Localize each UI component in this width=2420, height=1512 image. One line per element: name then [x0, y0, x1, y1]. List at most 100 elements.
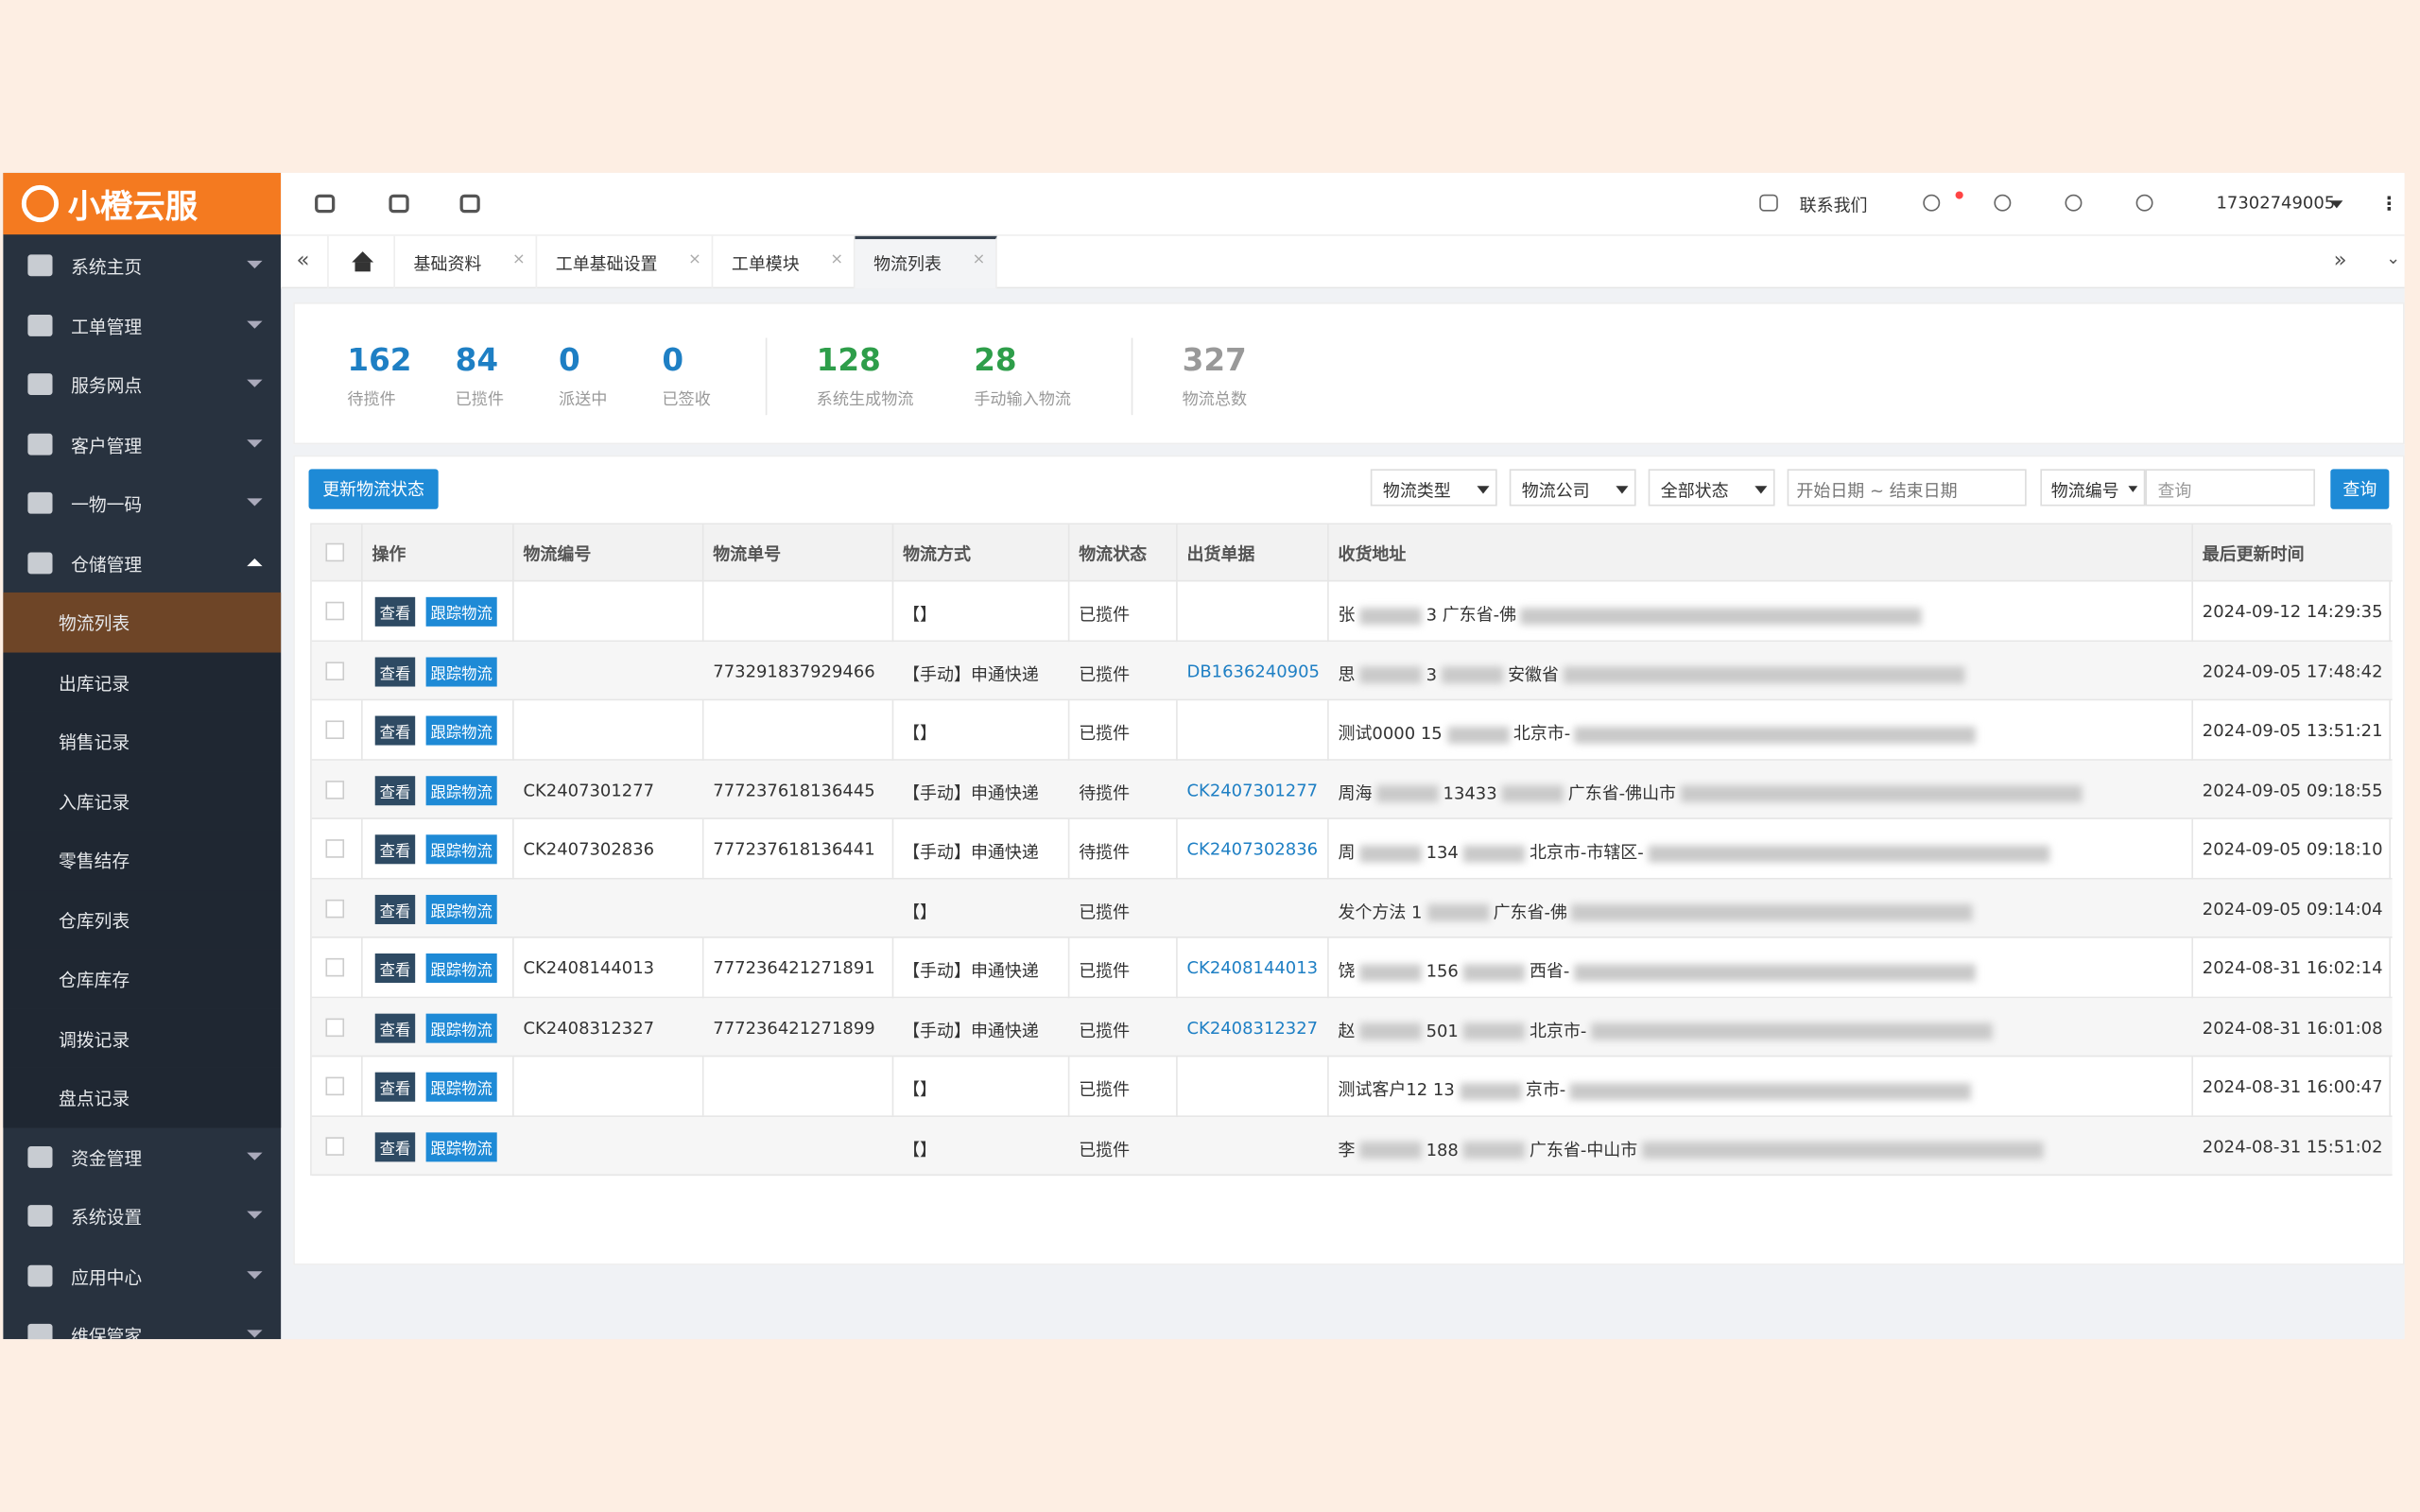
shipment-doc[interactable]: CK2407302836 [1186, 839, 1319, 860]
checkbox[interactable] [325, 780, 345, 799]
top-icon[interactable] [1994, 194, 2012, 212]
contact[interactable]: 联系我们 [1799, 196, 1868, 216]
address-part: 北京市- [1529, 1021, 1587, 1041]
search-input[interactable]: 查询 [2145, 469, 2315, 507]
update-button[interactable]: 更新物流状态 [308, 469, 439, 509]
filter-label: 物流类型 [1382, 481, 1451, 502]
logistics-method: 【】 [903, 1079, 938, 1101]
shipment-doc[interactable]: CK2408312327 [1186, 1017, 1319, 1038]
tab-prev[interactable]: « [296, 248, 310, 273]
view-button[interactable]: 查看 [374, 596, 416, 627]
menu-item[interactable]: 一物一码 [3, 473, 281, 533]
checkbox[interactable] [325, 957, 345, 977]
column-header: 物流单号 [713, 544, 782, 565]
search-button[interactable]: 查询 [2330, 469, 2390, 509]
menu-icon [27, 432, 53, 455]
checkbox[interactable] [325, 542, 345, 562]
top-icon[interactable] [459, 194, 480, 214]
checkbox[interactable] [325, 899, 345, 918]
track-button[interactable]: 跟踪物流 [425, 596, 497, 627]
field-select[interactable]: 物流编号 [2040, 469, 2146, 507]
track-button[interactable]: 跟踪物流 [425, 953, 497, 983]
logo: 小橙云服 [3, 172, 282, 235]
submenu-label: 仓库列表 [59, 909, 130, 932]
tab[interactable]: 物流列表 × [855, 235, 997, 289]
top-icon[interactable] [315, 194, 336, 214]
submenu-item[interactable]: 出库记录 [3, 651, 282, 712]
menu-item[interactable]: 仓储管理 [3, 533, 281, 593]
view-button[interactable]: 查看 [374, 953, 416, 983]
home-tab[interactable] [327, 235, 395, 289]
user[interactable]: 17302749005 [2216, 193, 2336, 214]
submenu-item[interactable]: 零售结存 [3, 830, 282, 890]
submenu-item[interactable]: 销售记录 [3, 711, 282, 771]
date-range[interactable]: 开始日期 ~ 结束日期 [1787, 469, 2027, 507]
track-button[interactable]: 跟踪物流 [425, 1012, 497, 1042]
menu-item[interactable]: 维保管家 [3, 1305, 281, 1340]
tab[interactable]: 基础资料 × [395, 235, 538, 289]
view-button[interactable]: 查看 [374, 1012, 416, 1042]
checkbox[interactable] [325, 1017, 345, 1037]
submenu-item[interactable]: 仓库库存 [3, 949, 282, 1008]
top-icon[interactable] [2135, 194, 2153, 212]
tab[interactable]: 工单模块 × [713, 235, 856, 289]
view-button[interactable]: 查看 [374, 715, 416, 746]
shipment-doc[interactable]: CK2407301277 [1186, 780, 1319, 800]
checkbox[interactable] [325, 839, 345, 858]
checkbox[interactable] [325, 1136, 345, 1156]
track-button[interactable]: 跟踪物流 [425, 834, 497, 865]
date-text: 开始日期 ~ 结束日期 [1796, 481, 1958, 502]
home-icon [352, 251, 374, 263]
submenu-item[interactable]: 调拨记录 [3, 1007, 282, 1068]
view-button[interactable]: 查看 [374, 894, 416, 924]
submenu-item[interactable]: 仓库列表 [3, 889, 282, 950]
top-icon[interactable] [389, 194, 409, 214]
tab-menu[interactable]: ⌄ [2386, 248, 2401, 269]
view-button[interactable]: 查看 [374, 1072, 416, 1102]
address: 周 134 北京市-市辖区- [1339, 839, 2054, 864]
address: 饶 156 西省- [1339, 958, 1980, 983]
top-icon[interactable] [2065, 194, 2083, 212]
track-button[interactable]: 跟踪物流 [425, 1072, 497, 1102]
checkbox[interactable] [325, 720, 345, 740]
blurred [1571, 903, 1974, 921]
track-button[interactable]: 跟踪物流 [425, 775, 497, 805]
track-button[interactable]: 跟踪物流 [425, 894, 497, 924]
menu-item[interactable]: 客户管理 [3, 414, 281, 473]
tab[interactable]: 工单基础设置 × [537, 235, 714, 289]
checkbox[interactable] [325, 601, 345, 621]
shipment-doc[interactable]: DB1636240905 [1186, 661, 1320, 681]
menu-item[interactable]: 服务网点 [3, 355, 281, 415]
address: 李 188 广东省-中山市 [1339, 1136, 2048, 1160]
filter-select[interactable]: 物流公司 [1509, 469, 1636, 507]
logistics-method: 【】 [903, 723, 938, 744]
menu-item[interactable]: 工单管理 [3, 296, 281, 355]
track-button[interactable]: 跟踪物流 [425, 715, 497, 746]
shipment-doc[interactable]: CK2408144013 [1186, 957, 1319, 979]
menu-label: 维保管家 [71, 1325, 143, 1340]
submenu-item[interactable]: 盘点记录 [3, 1067, 282, 1127]
filter-select[interactable]: 全部状态 [1648, 469, 1775, 507]
submenu-item[interactable]: 入库记录 [3, 770, 282, 831]
checkbox[interactable] [325, 1076, 345, 1096]
menu-item[interactable]: 系统主页 [3, 236, 281, 296]
menu-item[interactable]: 系统设置 [3, 1187, 281, 1246]
menu-item[interactable]: 资金管理 [3, 1127, 281, 1187]
view-button[interactable]: 查看 [374, 775, 416, 805]
top-icon[interactable] [1923, 194, 1941, 212]
address-part: 13433 [1443, 782, 1497, 803]
track-button[interactable]: 跟踪物流 [425, 1131, 497, 1161]
track-button[interactable]: 跟踪物流 [425, 656, 497, 686]
update-time: 2024-09-05 09:18:55 [2202, 780, 2383, 800]
view-button[interactable]: 查看 [374, 834, 416, 865]
filter-select[interactable]: 物流类型 [1370, 469, 1497, 507]
submenu-item[interactable]: 物流列表 [3, 592, 282, 652]
tab-next[interactable]: » [2333, 248, 2347, 273]
checkbox[interactable] [325, 661, 345, 680]
view-button[interactable]: 查看 [374, 656, 416, 686]
view-button[interactable]: 查看 [374, 1131, 416, 1161]
blurred [1501, 785, 1564, 802]
logistics-status: 已揽件 [1079, 723, 1131, 744]
menu-item[interactable]: 应用中心 [3, 1246, 281, 1305]
menu-icon [27, 1145, 53, 1168]
